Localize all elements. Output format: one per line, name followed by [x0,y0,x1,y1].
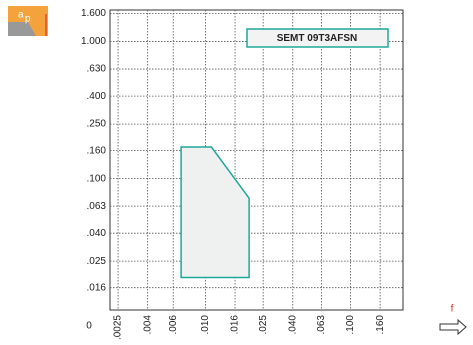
y-tick-label: .400 [87,91,107,102]
x-tick-label: .010 [200,315,211,335]
origin-label: 0 [86,321,92,332]
x-tick-label: .016 [230,315,241,335]
legend: SEMT 09T3AFSN [246,28,389,48]
icon-insert [8,22,36,36]
y-tick-label: .025 [87,256,107,267]
y-tick-label: .630 [87,64,107,75]
x-tick-label: .006 [168,315,179,335]
legend-box [246,28,389,48]
y-tick-label: 1.000 [81,36,106,47]
region [180,146,250,279]
x-tick-label: .0025 [113,315,124,340]
plot-area [109,9,404,311]
y-tick-label: .016 [87,282,107,293]
icon: a p [8,6,48,36]
y-tick-label: .063 [87,201,107,212]
x-tick-label: .100 [345,315,356,335]
x-tick-label: .004 [142,315,153,335]
y-tick-label: .250 [87,119,107,130]
x-arrow [439,318,467,336]
x-axis-label: f [451,304,454,315]
x-tick-label: .040 [287,315,298,335]
legend-label: SEMT 09T3AFSN [277,33,358,44]
x-tick-label: .025 [258,315,269,335]
y-tick-label: .160 [87,145,107,156]
x-tick-label: .160 [375,315,386,335]
x-tick-label: .063 [316,315,327,335]
icon-sub: p [25,14,31,25]
icon-label: a [18,10,24,21]
y-tick-label: 1.600 [81,8,106,19]
y-tick-label: .100 [87,173,107,184]
y-tick-label: .040 [87,228,107,239]
